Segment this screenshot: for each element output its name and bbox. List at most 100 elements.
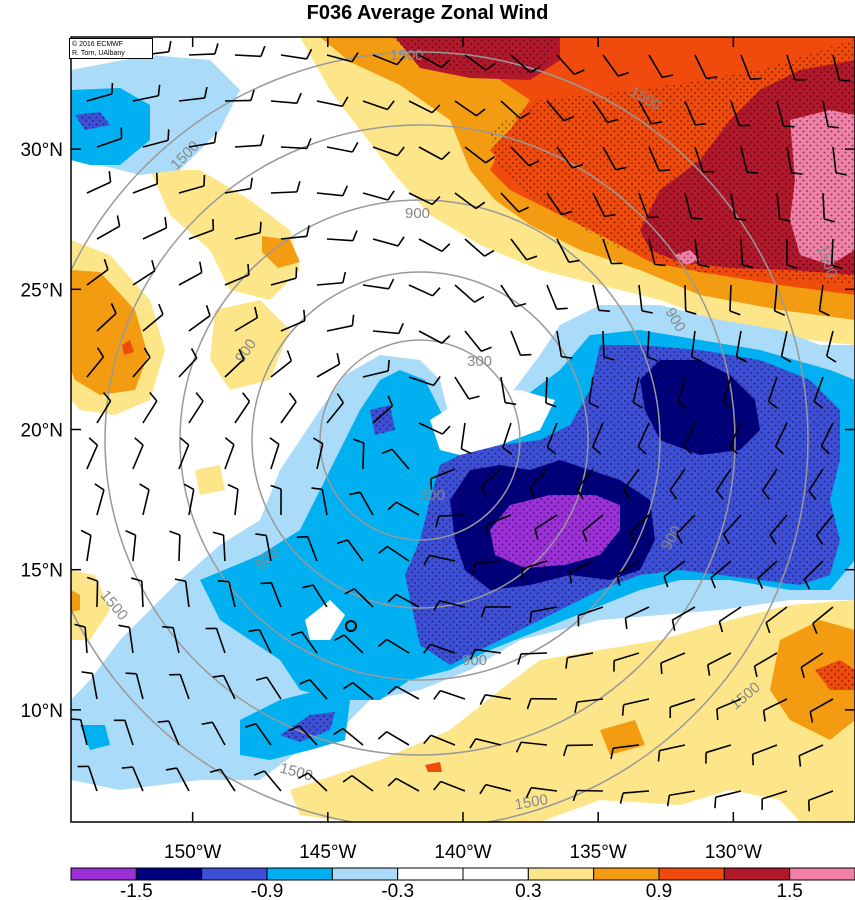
colorbar-swatch — [527, 867, 595, 881]
positive-anomaly-north — [300, 37, 855, 345]
wind-barb — [454, 100, 486, 117]
wind-barb — [690, 330, 703, 363]
wind-barb — [142, 216, 168, 240]
wind-barb — [822, 192, 836, 223]
wind-barb — [632, 376, 644, 409]
wind-barb — [622, 468, 640, 500]
wind-barb — [710, 560, 732, 589]
wind-barb — [671, 606, 696, 631]
colorbar-swatch — [266, 867, 333, 881]
wind-barb — [637, 422, 650, 455]
wind-barb — [418, 146, 451, 161]
wind-barb — [418, 330, 451, 344]
wind-barb — [798, 744, 824, 767]
wind-barb — [638, 284, 653, 314]
wind-barb — [362, 190, 395, 201]
colorbar-swatch — [201, 867, 268, 881]
wind-barb — [577, 606, 604, 627]
wind-barb — [326, 393, 344, 424]
wind-barb — [525, 786, 558, 798]
colorbar-swatch — [462, 867, 529, 881]
map-plot-area: 300 300 900 900 900 900 900 900 1500 150… — [71, 37, 855, 822]
colorbar-swatch — [70, 867, 137, 881]
credit-line-1: © 2016 ECMWF — [72, 41, 124, 48]
wind-barb — [546, 284, 568, 310]
wind-barb — [178, 174, 206, 194]
wind-barb — [480, 468, 502, 497]
wind-barb — [188, 218, 215, 240]
wind-barb — [142, 129, 170, 148]
wind-barb — [349, 491, 374, 516]
wind-barb — [162, 625, 180, 654]
wind-barb — [807, 790, 834, 812]
ring-label-1500-top: 1500 — [390, 47, 423, 64]
wind-barb — [454, 192, 486, 210]
wind-barb — [86, 347, 105, 378]
wind-barb — [227, 483, 239, 516]
colorbar-label: 0.3 — [515, 881, 541, 900]
wind-barb — [125, 672, 144, 700]
wind-barb — [464, 54, 496, 71]
wind-barb — [515, 741, 548, 753]
wind-barb — [648, 54, 674, 79]
wind-barb — [822, 100, 840, 129]
wind-barb — [96, 303, 117, 332]
wind-barb — [372, 236, 405, 247]
wind-barb — [592, 192, 616, 218]
wind-barb — [224, 437, 235, 470]
wind-barb — [808, 468, 824, 500]
wind-barb — [344, 588, 374, 608]
wind-barb — [786, 146, 803, 175]
wind-barb — [706, 652, 732, 676]
wind-barb — [757, 560, 778, 589]
wind-barb — [387, 777, 420, 792]
wind-barb — [80, 529, 92, 562]
wind-barb — [336, 539, 364, 562]
colorbar-label: 0.9 — [646, 881, 672, 900]
wind-barb — [624, 606, 650, 630]
wind-barb — [621, 698, 650, 716]
wind-barb — [774, 422, 788, 455]
wind-barb — [832, 146, 847, 176]
wind-barb — [730, 192, 747, 221]
wind-barb — [803, 560, 824, 590]
wind-barb — [730, 100, 751, 127]
ring-label-900-top: 900 — [405, 205, 430, 222]
colorbar-swatch — [593, 867, 660, 881]
wind-barb — [280, 309, 306, 332]
wind-barb — [684, 100, 707, 126]
wind-barb — [381, 448, 410, 470]
wind-barb — [722, 514, 742, 545]
wind-barb — [74, 623, 88, 654]
wind-barb — [234, 392, 251, 424]
wind-barb — [500, 192, 530, 213]
wind-barb — [311, 487, 328, 516]
wind-barb — [464, 330, 492, 352]
colorbar-label: -0.9 — [251, 881, 284, 900]
wind-barb — [638, 192, 659, 219]
credit-box: © 2016 ECMWF R. Torn, UAlbany — [69, 38, 153, 59]
wind-barb — [646, 330, 659, 362]
wind-barb — [387, 593, 420, 608]
wind-barb — [316, 271, 347, 286]
wind-barb — [529, 606, 558, 623]
wind-barb — [753, 652, 778, 678]
wind-barb — [545, 376, 557, 408]
wind-barb — [86, 576, 99, 608]
wind-barb — [574, 698, 604, 713]
wind-barb — [815, 514, 834, 545]
wind-barb — [418, 422, 451, 435]
wind-barb — [387, 501, 420, 516]
wind-barb — [296, 535, 318, 562]
wind-barb — [280, 137, 312, 150]
wind-barb — [469, 648, 502, 660]
wind-barb — [464, 146, 496, 164]
lon-tick-label: 135°W — [570, 842, 627, 863]
wind-barb — [572, 789, 603, 802]
wind-barb — [316, 185, 349, 197]
colorbar-swatch — [723, 867, 791, 881]
wind-barb — [435, 514, 465, 527]
wind-barb — [377, 638, 410, 654]
wind-barb — [372, 395, 394, 424]
wind-barb — [740, 238, 754, 269]
